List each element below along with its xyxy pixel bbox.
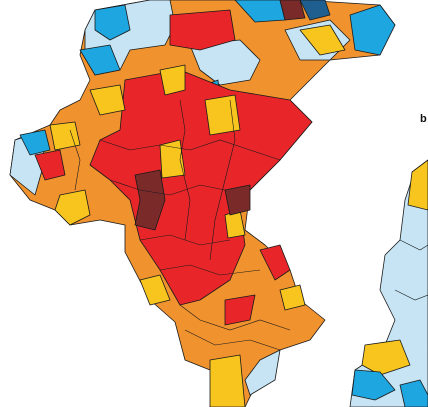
district-blue — [19, 129, 51, 156]
district-blue — [349, 4, 396, 56]
border — [184, 329, 281, 351]
district-red — [259, 244, 291, 281]
border — [159, 264, 261, 276]
district-yellow — [279, 284, 306, 311]
district-red — [224, 294, 256, 326]
region-second — [349, 159, 428, 407]
district-dark-blue — [299, 0, 331, 21]
panel-label: b — [420, 113, 427, 125]
district-red — [89, 69, 313, 306]
district-yellow — [159, 139, 186, 179]
district-yellow — [49, 121, 81, 151]
border — [179, 99, 191, 241]
district-light-blue — [244, 349, 281, 396]
district-light-blue — [189, 39, 261, 86]
district-yellow — [54, 189, 91, 226]
district-yellow — [204, 94, 241, 136]
district-yellow — [299, 24, 346, 56]
border — [179, 304, 291, 331]
district-blue — [79, 44, 121, 76]
district-dark-red — [279, 0, 306, 21]
district-yellow — [407, 159, 428, 211]
border — [69, 129, 81, 191]
district-yellow — [209, 354, 246, 407]
district-blue — [351, 369, 396, 401]
district-red — [34, 149, 66, 181]
border — [209, 99, 236, 261]
district-dark-red — [224, 184, 251, 216]
district-red — [169, 9, 236, 51]
district-yellow — [139, 274, 171, 306]
border — [109, 179, 226, 196]
border — [394, 289, 428, 301]
district-yellow — [361, 339, 411, 376]
district-yellow — [89, 84, 126, 116]
district-blue — [94, 4, 131, 41]
district-dark-red — [134, 169, 166, 231]
border — [399, 239, 428, 251]
district-yellow — [159, 64, 186, 96]
district-blue — [399, 379, 428, 407]
border — [99, 139, 281, 161]
